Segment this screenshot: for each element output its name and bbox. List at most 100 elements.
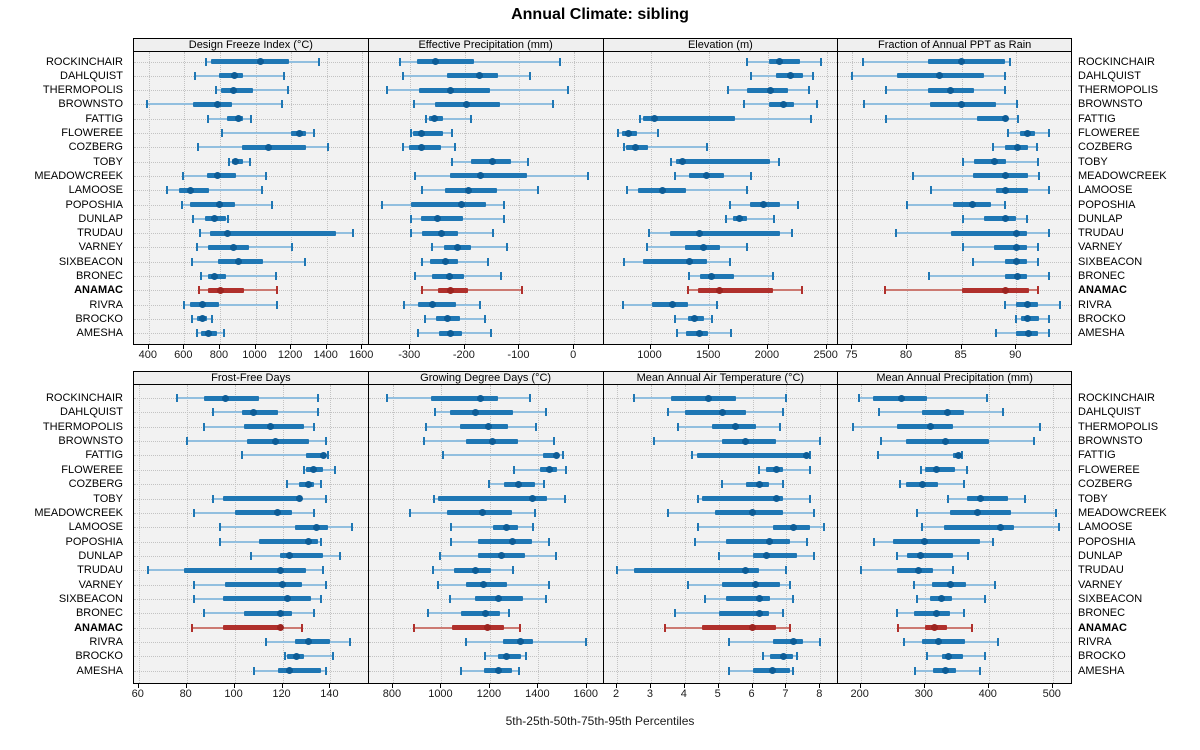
whisker-cap-95th xyxy=(322,566,325,575)
whisker-cap-95th xyxy=(537,186,540,195)
whisker-cap-5th xyxy=(487,480,490,489)
axis-tick-label: 1000 xyxy=(242,349,267,361)
horizontal-gridline xyxy=(134,484,368,486)
interquartile-bar-25th-75th xyxy=(306,452,326,458)
whisker-cap-5th xyxy=(669,157,672,166)
whisker-cap-95th xyxy=(521,286,524,295)
site-label-dunlap: DUNLAP xyxy=(78,549,123,562)
site-label-rivra: RIVRA xyxy=(89,298,123,311)
whisker-cap-95th xyxy=(324,580,327,589)
median-dot xyxy=(481,609,489,617)
axis-tick-label: 7 xyxy=(782,688,789,700)
interquartile-bar-25th-75th xyxy=(669,230,781,236)
panel-strip: Design Freeze Index (°C) xyxy=(133,38,368,52)
median-dot xyxy=(974,509,982,517)
median-dot xyxy=(418,143,426,151)
whisker-5th-95th xyxy=(241,454,328,457)
whisker-cap-5th xyxy=(409,129,412,137)
axis-tick-mark xyxy=(683,684,685,688)
axis-tick-mark xyxy=(906,345,908,349)
median-dot xyxy=(749,624,757,632)
whisker-cap-95th xyxy=(326,143,329,152)
interquartile-bar-25th-75th xyxy=(277,668,321,674)
median-dot xyxy=(441,258,449,266)
axis-tick-mark xyxy=(233,684,235,688)
median-dot xyxy=(1023,315,1031,323)
axis-tick-mark xyxy=(708,345,710,349)
median-dot xyxy=(941,667,949,675)
interquartile-bar-25th-75th xyxy=(961,287,1030,293)
interquartile-bar-25th-75th xyxy=(927,59,1006,64)
whisker-cap-95th xyxy=(965,465,968,474)
whisker-cap-5th xyxy=(195,243,198,252)
vertical-gridline xyxy=(574,52,576,344)
axis-tick-label: 140 xyxy=(320,688,339,700)
panel-strip: Mean Annual Air Temperature (°C) xyxy=(602,371,838,385)
whisker-cap-5th xyxy=(1006,129,1009,137)
median-dot xyxy=(221,394,229,402)
whisker-cap-95th xyxy=(331,652,334,661)
whisker-cap-5th xyxy=(697,494,700,503)
whisker-cap-5th xyxy=(921,523,924,532)
whisker-cap-5th xyxy=(916,508,919,517)
median-dot xyxy=(198,315,206,323)
median-dot xyxy=(211,272,219,280)
site-label-fattig: FATTIG xyxy=(85,449,123,462)
whisker-cap-5th xyxy=(402,143,405,152)
whisker-cap-5th xyxy=(192,214,195,223)
whisker-cap-5th xyxy=(617,129,620,137)
whisker-cap-95th xyxy=(553,437,556,445)
panel-plot-area xyxy=(367,385,603,684)
horizontal-gridline xyxy=(134,656,368,658)
axis-tick-label: 1000 xyxy=(637,349,662,361)
whisker-cap-5th xyxy=(207,114,210,123)
median-dot xyxy=(705,394,712,402)
site-label-toby: TOBY xyxy=(1078,155,1108,168)
whisker-cap-5th xyxy=(165,186,168,195)
horizontal-gridline xyxy=(603,484,838,486)
median-dot xyxy=(631,143,639,151)
whisker-cap-5th xyxy=(863,100,866,109)
median-dot xyxy=(509,538,517,545)
whisker-cap-5th xyxy=(623,257,626,266)
panel-title: Growing Degree Days (°C) xyxy=(420,372,552,384)
axis-tick-label: 120 xyxy=(272,688,291,700)
site-label-trudau: TRUDAU xyxy=(77,564,123,577)
axis-tick-label: -100 xyxy=(507,349,530,361)
median-dot xyxy=(691,315,698,323)
whisker-cap-95th xyxy=(1036,143,1039,152)
panel-fraction-of-annual-ppt-as-rain: Fraction of Annual PPT as Rain 75 80 85 90 xyxy=(837,38,1072,362)
interquartile-bar-25th-75th xyxy=(925,467,956,473)
figure-title: Annual Climate: sibling xyxy=(511,6,689,23)
interquartile-bar-25th-75th xyxy=(222,625,283,631)
horizontal-gridline xyxy=(838,570,1071,572)
panel-plot-area xyxy=(837,52,1072,345)
median-dot xyxy=(204,329,212,337)
interquartile-bar-25th-75th xyxy=(179,187,210,193)
axis-tick-label: 75 xyxy=(845,349,858,361)
site-label-cozberg: COZBERG xyxy=(1078,478,1133,491)
median-dot xyxy=(488,437,496,445)
whisker-cap-95th xyxy=(249,157,252,166)
whisker-cap-95th xyxy=(1048,314,1051,323)
axis-tick-label: 400 xyxy=(978,688,997,700)
axis-tick-label: 2500 xyxy=(813,349,838,361)
site-label-varney: VARNEY xyxy=(1078,578,1123,591)
site-label-poposhia: POPOSHIA xyxy=(65,198,123,211)
whisker-cap-5th xyxy=(197,286,200,295)
median-dot xyxy=(696,329,704,337)
vertical-gridline xyxy=(282,385,284,683)
site-labels-left: ROCKINCHAIR DAHLQUIST THERMOPOLIS BROWNSTO F… xyxy=(0,52,128,345)
interquartile-bar-25th-75th xyxy=(203,395,259,401)
whisker-cap-5th xyxy=(961,157,964,166)
axis-tick-mark xyxy=(488,684,490,688)
whisker-cap-95th xyxy=(454,143,457,152)
median-dot xyxy=(917,552,925,560)
median-dot xyxy=(936,72,944,80)
median-dot xyxy=(293,652,301,660)
whisker-cap-95th xyxy=(558,57,561,66)
whisker-cap-95th xyxy=(1037,257,1040,266)
whisker-cap-95th xyxy=(809,465,812,474)
whisker-cap-95th xyxy=(1037,157,1040,166)
vertical-gridline xyxy=(767,52,769,344)
